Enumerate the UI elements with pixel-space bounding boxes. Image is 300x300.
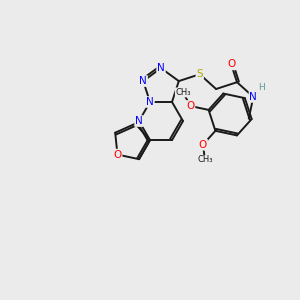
Text: N: N	[139, 76, 147, 86]
Text: CH₃: CH₃	[175, 88, 191, 97]
Text: N: N	[135, 116, 143, 126]
Text: O: O	[186, 101, 194, 111]
Text: N: N	[250, 92, 257, 102]
Text: N: N	[146, 97, 154, 107]
Text: O: O	[199, 140, 207, 150]
Text: O: O	[227, 59, 235, 69]
Text: S: S	[196, 69, 203, 79]
Text: CH₃: CH₃	[197, 155, 213, 164]
Text: H: H	[258, 83, 265, 92]
Text: N: N	[157, 63, 165, 73]
Text: O: O	[113, 150, 122, 160]
